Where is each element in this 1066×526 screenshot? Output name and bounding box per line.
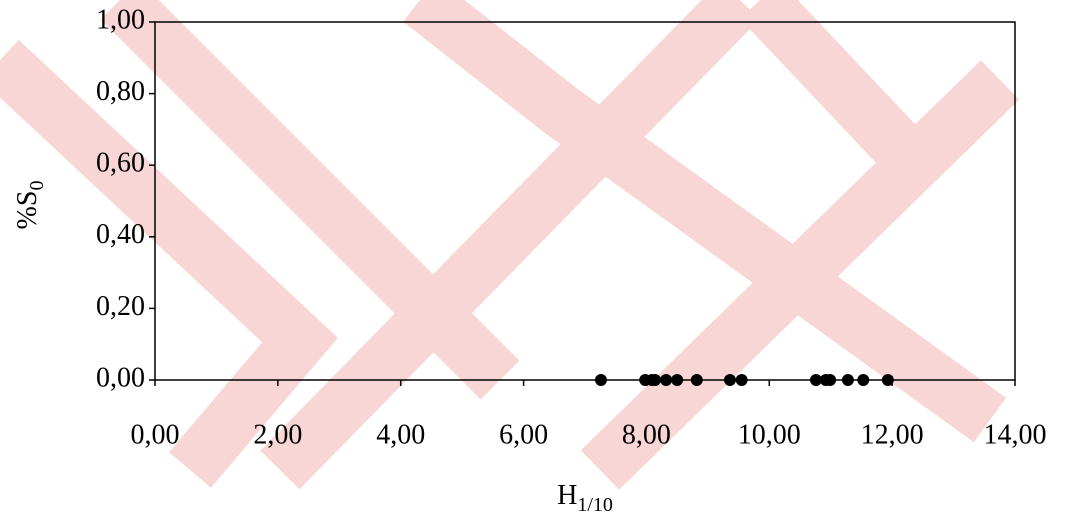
point — [690, 374, 703, 386]
y-tick-label: 0,60 — [96, 148, 145, 179]
y-tick-label: 0,00 — [96, 362, 145, 393]
x-axis-label: H1/10 — [557, 480, 613, 515]
y-tick-label: 1,00 — [96, 4, 145, 35]
watermark — [0, 0, 1020, 490]
x-tick-label: 14,00 — [984, 419, 1047, 450]
plot-frame — [154, 21, 1016, 381]
y-tick-label: 0,20 — [96, 291, 145, 322]
x-tick-label: 4,00 — [376, 419, 425, 450]
x-tick-label: 0,00 — [131, 419, 180, 450]
x-tick-label: 6,00 — [499, 419, 548, 450]
point — [881, 374, 894, 386]
point — [594, 374, 607, 386]
point — [671, 374, 684, 386]
point — [660, 374, 673, 386]
y-tick-label: 0,80 — [96, 76, 145, 107]
y-tick-label: 0,40 — [96, 219, 145, 250]
point — [857, 374, 870, 386]
x-tick-label: 2,00 — [253, 419, 302, 450]
point — [649, 374, 662, 386]
point — [841, 374, 854, 386]
x-tick-label: 8,00 — [622, 419, 671, 450]
x-tick-label: 10,00 — [738, 419, 801, 450]
y-axis-label: %S0 — [12, 181, 47, 230]
point — [723, 374, 736, 386]
point — [824, 374, 837, 386]
point — [735, 374, 748, 386]
point — [809, 374, 822, 386]
x-tick-label: 12,00 — [861, 419, 924, 450]
